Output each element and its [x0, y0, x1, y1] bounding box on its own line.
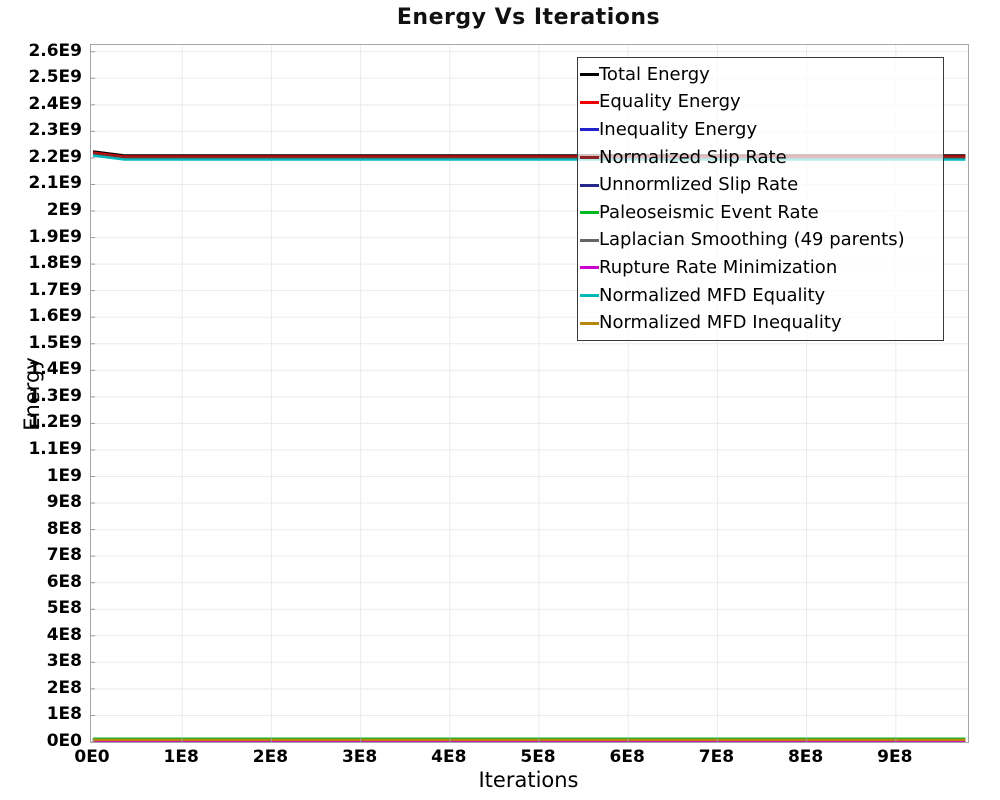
y-tick-label: 2.3E9	[28, 120, 82, 141]
x-tick-label: 7E8	[698, 747, 735, 767]
y-tick-label: 2E9	[46, 200, 82, 221]
legend-swatch	[580, 128, 599, 132]
legend-swatch	[580, 73, 599, 77]
legend-item: Rupture Rate Minimization	[580, 256, 943, 280]
y-tick-label: 2.6E9	[28, 40, 82, 61]
legend-swatch	[580, 156, 599, 160]
x-axis-title: Iterations	[478, 768, 579, 792]
x-tick-label: 8E8	[787, 747, 824, 767]
chart-title: Energy Vs Iterations	[396, 5, 661, 30]
y-tick-label: 5E8	[46, 598, 82, 619]
x-tick-label: 1E8	[163, 747, 199, 767]
y-tick-label: 1.1E9	[28, 438, 82, 459]
y-tick-label: 1.6E9	[28, 306, 82, 327]
x-tick-label: 6E8	[609, 747, 645, 767]
legend-label: Laplacian Smoothing (49 parents)	[599, 229, 905, 251]
legend-box: Total Energy Equality Energy Inequality En…	[577, 57, 944, 341]
y-tick-label: 0E0	[46, 731, 82, 751]
y-tick-label: 1.3E9	[28, 385, 82, 406]
legend-label: Equality Energy	[599, 91, 741, 113]
y-tick-label: 1.4E9	[28, 359, 82, 380]
y-tick-label: 2.1E9	[28, 173, 82, 194]
legend-swatch	[580, 321, 599, 325]
legend-item: Paleoseismic Event Rate	[580, 201, 943, 225]
legend-swatch	[580, 266, 599, 270]
legend-item: Laplacian Smoothing (49 parents)	[580, 228, 943, 252]
legend-item: Inequality Energy	[580, 118, 943, 142]
y-tick-label: 1.8E9	[28, 253, 82, 274]
x-tick-label: 3E8	[341, 747, 378, 767]
legend-swatch	[580, 183, 599, 187]
legend-item: Normalized MFD Equality	[580, 284, 943, 308]
y-tick-label: 2.5E9	[28, 67, 82, 88]
legend-swatch	[580, 100, 599, 104]
legend-label: Normalized Slip Rate	[599, 146, 787, 168]
legend-item: Normalized MFD Inequality	[580, 311, 943, 335]
x-tick-label: 4E8	[431, 747, 467, 767]
legend-item: Equality Energy	[580, 90, 943, 114]
y-tick-label: 4E8	[46, 624, 82, 645]
legend-swatch	[580, 238, 599, 242]
x-tick-label: 5E8	[520, 747, 556, 767]
y-tick-label: 2.4E9	[28, 93, 82, 114]
y-tick-label: 1E9	[46, 465, 82, 486]
x-tick-label: 2E8	[252, 747, 289, 767]
y-tick-label: 1.2E9	[28, 412, 82, 433]
y-tick-label: 1.9E9	[28, 226, 82, 247]
x-tick-label: 9E8	[877, 747, 913, 767]
legend-item: Normalized Slip Rate	[580, 146, 943, 170]
legend-item: Total Energy	[580, 63, 943, 87]
y-tick-label: 2E8	[46, 677, 82, 698]
legend-item: Unnormlized Slip Rate	[580, 173, 943, 197]
y-tick-label: 3E8	[46, 651, 82, 672]
legend-label: Rupture Rate Minimization	[599, 256, 838, 278]
y-axis-title: Energy	[20, 357, 44, 431]
legend-label: Normalized MFD Inequality	[599, 312, 842, 334]
x-tick-label: 0E0	[74, 747, 110, 767]
y-tick-label: 6E8	[46, 571, 82, 592]
legend-label: Total Energy	[599, 63, 710, 85]
y-tick-label: 8E8	[46, 518, 82, 539]
y-tick-label: 7E8	[46, 545, 82, 566]
legend-swatch	[580, 294, 599, 298]
legend-swatch	[580, 211, 599, 215]
y-tick-label: 9E8	[46, 492, 82, 513]
legend-label: Paleoseismic Event Rate	[599, 201, 819, 223]
y-tick-label: 1E8	[46, 704, 82, 725]
legend-label: Inequality Energy	[599, 118, 758, 140]
legend-label: Unnormlized Slip Rate	[599, 174, 799, 196]
legend-label: Normalized MFD Equality	[599, 284, 826, 306]
y-tick-label: 2.2E9	[28, 146, 82, 167]
y-tick-label: 1.7E9	[28, 279, 82, 300]
y-tick-label: 1.5E9	[28, 332, 82, 353]
